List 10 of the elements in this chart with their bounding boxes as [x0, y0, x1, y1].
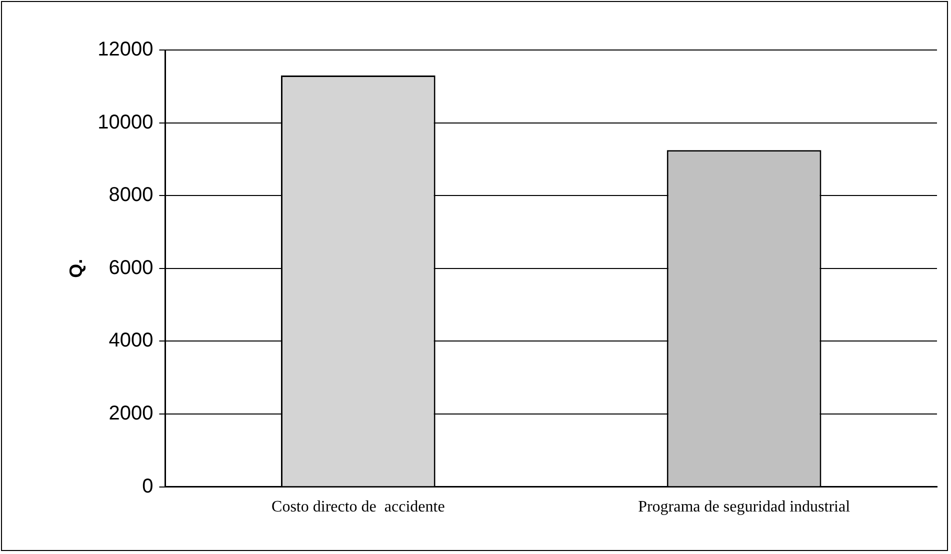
y-tick-label: 12000	[98, 38, 154, 61]
x-tick-label: Costo directo de accidente	[272, 498, 445, 516]
y-axis-title: Q.	[66, 258, 86, 278]
y-tick-label: 0	[142, 475, 154, 498]
y-tick-label: 8000	[108, 184, 154, 206]
y-tick-label: 2000	[108, 402, 154, 425]
y-tick-label: 6000	[108, 256, 154, 279]
y-tick-label: 10000	[98, 111, 154, 134]
y-tick-label: 4000	[108, 330, 154, 352]
x-tick-label: Programa de seguridad industrial	[638, 498, 851, 516]
